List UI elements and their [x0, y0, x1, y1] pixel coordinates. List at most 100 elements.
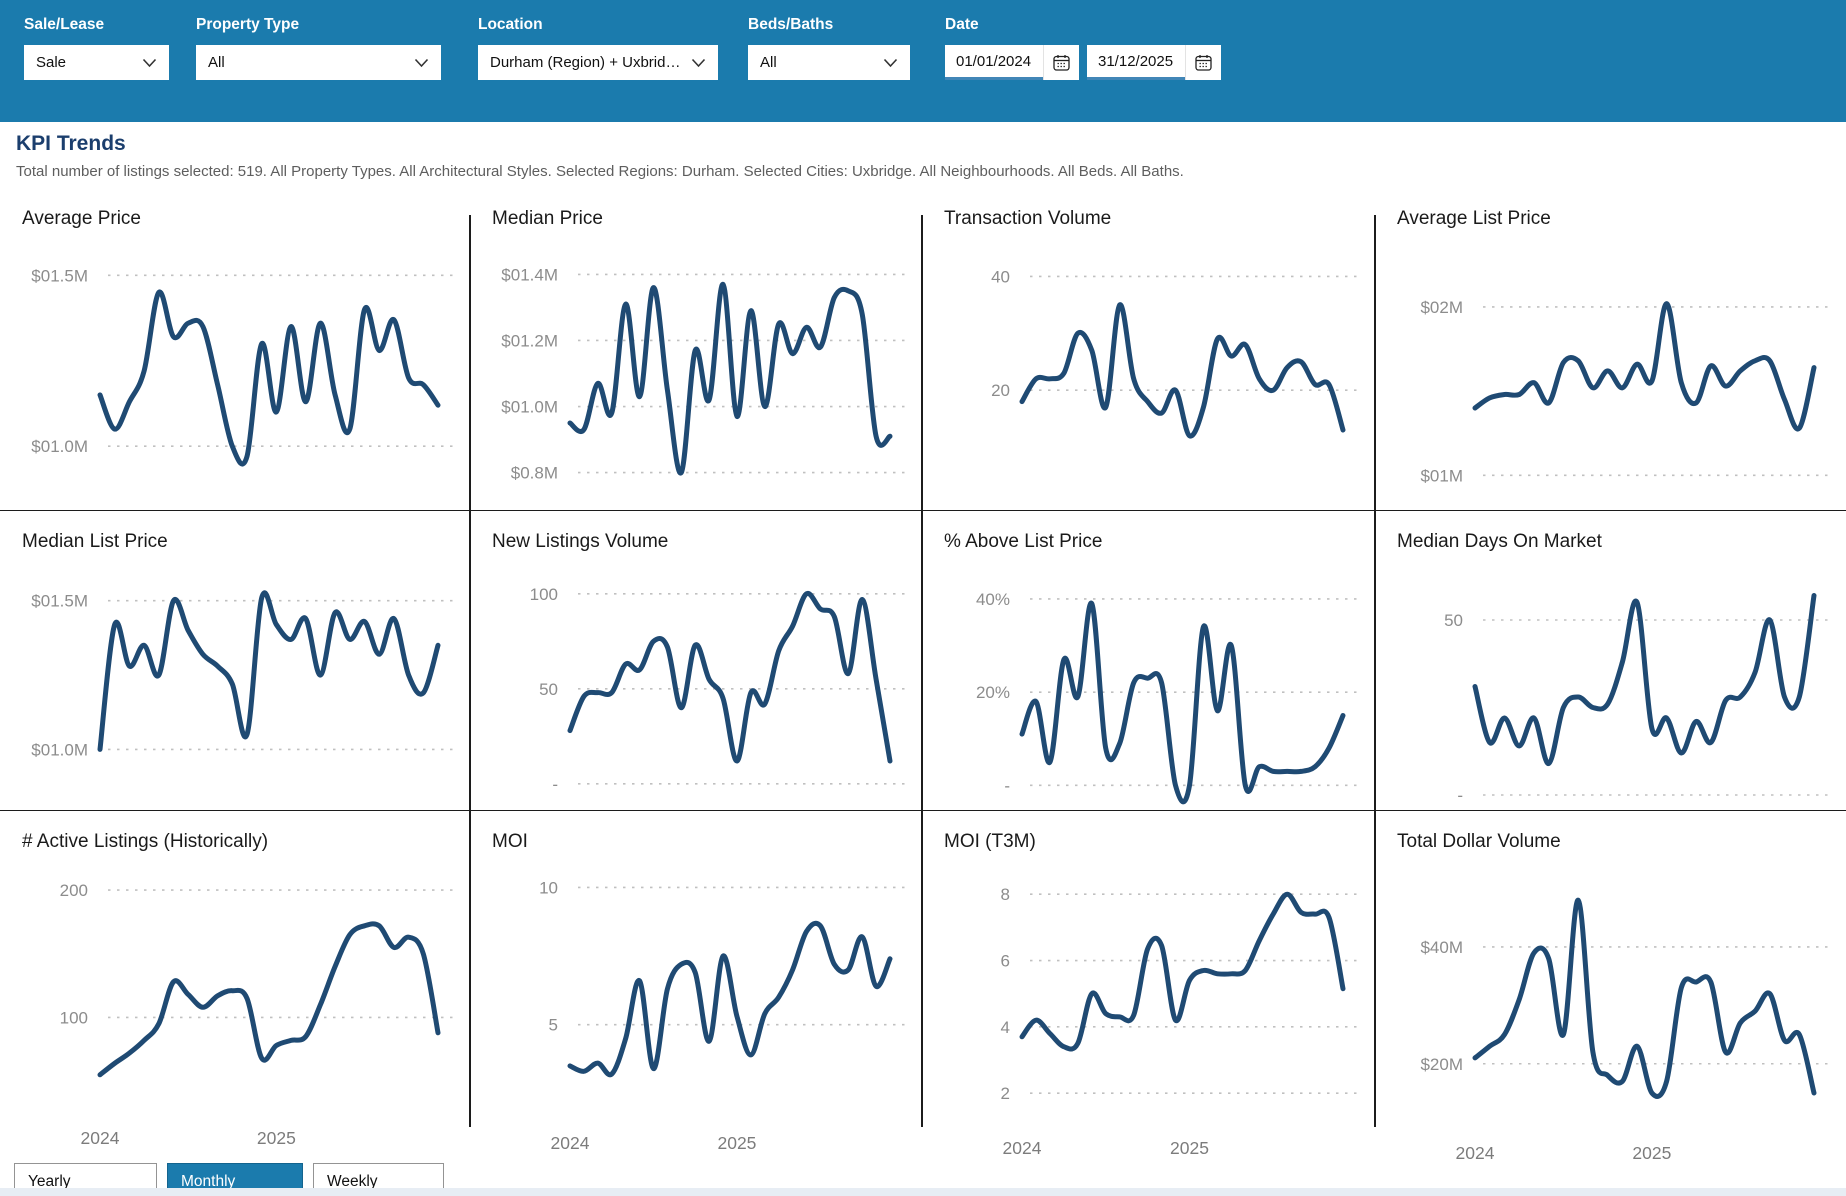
calendar-icon[interactable] [1043, 45, 1079, 80]
svg-text:4: 4 [1001, 1018, 1010, 1037]
sale-lease-value: Sale [36, 54, 67, 71]
kpi-section-header: KPI Trends Total number of listings sele… [0, 122, 1846, 180]
svg-text:$01.0M: $01.0M [501, 398, 558, 417]
chart-canvas-moi: 10 5 2024 2025 [470, 855, 922, 1173]
chart-title: % Above List Price [944, 531, 1103, 552]
svg-text:2024: 2024 [81, 1128, 120, 1148]
footer-strip [0, 1188, 1846, 1196]
chart-canvas-median-list-price: $01.5M $01.0M [0, 555, 470, 830]
chart-canvas-pct-above-list-price: 40% 20% - [922, 555, 1375, 830]
location-value: Durham (Region) + Uxbridg… [490, 54, 683, 71]
chart-moi-t3m: MOI (T3M) 8 6 4 2 2024 2025 [921, 811, 1375, 1173]
chart-title: Total Dollar Volume [1397, 831, 1561, 852]
svg-text:2025: 2025 [1170, 1138, 1209, 1158]
chart-title: Median Days On Market [1397, 531, 1602, 552]
chart-canvas-median-price: $01.4M $01.2M $01.0M $0.8M [470, 232, 922, 530]
chevron-down-icon [142, 58, 157, 68]
location-label: Location [478, 16, 543, 33]
kpi-chart-grid: Average Price $01.5M $01.0M Median Price … [0, 188, 1846, 1163]
chart-canvas-transaction-volume: 40 20 [922, 232, 1375, 530]
svg-text:6: 6 [1001, 952, 1010, 971]
chart-pct-above-list-price: % Above List Price 40% 20% - [921, 511, 1375, 830]
chart-title: Median Price [492, 208, 603, 229]
chart-title: MOI [492, 831, 528, 852]
chart-new-listings-volume: New Listings Volume 100 50 - [469, 511, 922, 830]
property-type-value: All [208, 54, 225, 71]
chart-title: # Active Listings (Historically) [22, 831, 269, 852]
chart-canvas-total-dollar-volume: $40M $20M 2024 2025 [1375, 855, 1846, 1173]
sale-lease-label: Sale/Lease [24, 16, 105, 33]
svg-text:$40M: $40M [1420, 938, 1463, 957]
property-type-label: Property Type [196, 16, 300, 33]
beds-baths-select[interactable]: All [748, 45, 910, 80]
beds-baths-label: Beds/Baths [748, 16, 834, 33]
chart-canvas-active-listings: 200 100 2024 2025 [0, 855, 470, 1173]
chart-average-list-price: Average List Price $02M $01M [1374, 188, 1846, 530]
svg-text:200: 200 [60, 881, 88, 900]
svg-text:$01.0M: $01.0M [31, 437, 88, 456]
chart-title: Median List Price [22, 531, 168, 552]
page-title: KPI Trends [16, 132, 126, 155]
date-end-value[interactable]: 31/12/2025 [1087, 45, 1185, 80]
date-start-field[interactable]: 01/01/2024 [945, 45, 1079, 80]
svg-text:10: 10 [539, 878, 558, 897]
svg-text:20: 20 [991, 381, 1010, 400]
svg-text:-: - [1457, 786, 1463, 805]
chart-title: Average List Price [1397, 208, 1551, 229]
svg-text:5: 5 [549, 1016, 558, 1035]
chart-median-list-price: Median List Price $01.5M $01.0M [0, 511, 470, 830]
chart-median-days-on-market: Median Days On Market 50 - [1374, 511, 1846, 830]
svg-text:2024: 2024 [551, 1133, 590, 1153]
selection-summary: Total number of listings selected: 519. … [16, 163, 1184, 180]
chart-title: Transaction Volume [944, 208, 1112, 229]
chart-canvas-new-listings-volume: 100 50 - [470, 555, 922, 830]
filter-location: Location Durham (Region) + Uxbridg… [478, 0, 718, 80]
date-label: Date [945, 16, 979, 33]
svg-text:100: 100 [60, 1008, 88, 1027]
chart-moi: MOI 10 5 2024 2025 [469, 811, 922, 1173]
property-type-select[interactable]: All [196, 45, 441, 80]
chart-transaction-volume: Transaction Volume 40 20 [921, 188, 1375, 530]
svg-text:$01M: $01M [1420, 466, 1463, 485]
svg-text:2025: 2025 [1632, 1143, 1671, 1163]
filter-date: Date 01/01/2024 31/12/2025 [945, 0, 1221, 80]
svg-text:50: 50 [1444, 611, 1463, 630]
sale-lease-select[interactable]: Sale [24, 45, 169, 80]
svg-text:-: - [552, 775, 558, 794]
svg-text:$20M: $20M [1420, 1055, 1463, 1074]
svg-text:$01.5M: $01.5M [31, 266, 88, 285]
svg-text:40: 40 [991, 267, 1010, 286]
beds-baths-value: All [760, 54, 777, 71]
calendar-icon[interactable] [1185, 45, 1221, 80]
svg-text:2025: 2025 [717, 1133, 756, 1153]
svg-text:20%: 20% [976, 683, 1010, 702]
svg-text:$01.0M: $01.0M [31, 740, 88, 759]
chart-title: MOI (T3M) [944, 831, 1036, 852]
chevron-down-icon [883, 58, 898, 68]
filter-property-type: Property Type All [196, 0, 441, 80]
filter-beds-baths: Beds/Baths All [748, 0, 910, 80]
svg-text:$01.5M: $01.5M [31, 592, 88, 611]
svg-text:-: - [1004, 776, 1010, 795]
date-start-value[interactable]: 01/01/2024 [945, 45, 1043, 80]
filter-bar: Sale/Lease Sale Property Type All Locati… [0, 0, 1846, 122]
svg-text:$01.4M: $01.4M [501, 265, 558, 284]
svg-text:40%: 40% [976, 590, 1010, 609]
chart-median-price: Median Price $01.4M $01.2M $01.0M $0.8M [469, 188, 922, 530]
svg-text:2025: 2025 [257, 1128, 296, 1148]
svg-text:100: 100 [530, 585, 558, 604]
chart-active-listings: # Active Listings (Historically) 200 100 2… [0, 811, 470, 1173]
date-end-field[interactable]: 31/12/2025 [1087, 45, 1221, 80]
chart-canvas-moi-t3m: 8 6 4 2 2024 2025 [922, 855, 1375, 1173]
chart-title: Average Price [22, 208, 141, 229]
filter-sale-lease: Sale/Lease Sale [24, 0, 169, 80]
chart-canvas-median-days-on-market: 50 - [1375, 555, 1846, 830]
location-select[interactable]: Durham (Region) + Uxbridg… [478, 45, 718, 80]
svg-text:$01.2M: $01.2M [501, 331, 558, 350]
svg-text:50: 50 [539, 680, 558, 699]
chart-title: New Listings Volume [492, 531, 669, 552]
chart-canvas-average-price: $01.5M $01.0M [0, 232, 470, 530]
svg-text:$0.8M: $0.8M [511, 464, 558, 483]
svg-text:$02M: $02M [1420, 298, 1463, 317]
chart-average-price: Average Price $01.5M $01.0M [0, 188, 470, 530]
